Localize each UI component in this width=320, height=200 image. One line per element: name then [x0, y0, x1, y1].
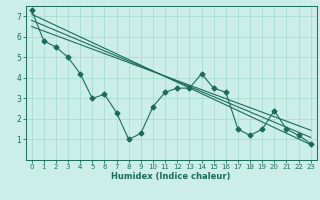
X-axis label: Humidex (Indice chaleur): Humidex (Indice chaleur)	[111, 172, 231, 181]
